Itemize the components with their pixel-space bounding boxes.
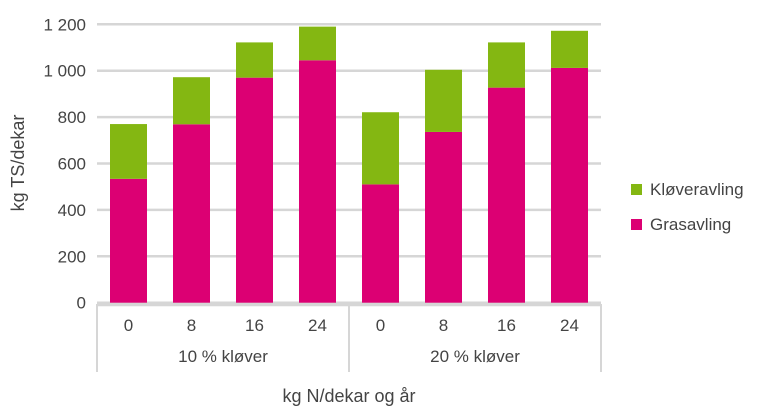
x-tick-label: 16 bbox=[497, 316, 516, 335]
bar-kløveravling bbox=[551, 30, 588, 68]
legend-label: Grasavling bbox=[650, 215, 731, 234]
bar-grasavling bbox=[173, 124, 210, 303]
bar-kløveravling bbox=[425, 69, 462, 132]
x-tick-label: 0 bbox=[124, 316, 133, 335]
x-tick-label: 16 bbox=[245, 316, 264, 335]
x-tick-label: 8 bbox=[439, 316, 448, 335]
bar-grasavling bbox=[362, 184, 399, 303]
bar-kløveravling bbox=[362, 112, 399, 185]
y-tick-label: 400 bbox=[58, 201, 86, 220]
bar-grasavling bbox=[551, 67, 588, 303]
legend-swatch bbox=[631, 219, 642, 230]
bar-grasavling bbox=[236, 77, 273, 303]
bar-kløveravling bbox=[110, 124, 147, 179]
bar-kløveravling bbox=[488, 42, 525, 88]
x-axis-title: kg N/dekar og år bbox=[282, 386, 415, 406]
y-tick-label: 1 000 bbox=[43, 62, 86, 81]
y-tick-label: 800 bbox=[58, 108, 86, 127]
bar-grasavling bbox=[425, 131, 462, 303]
x-tick-label: 0 bbox=[376, 316, 385, 335]
bar-kløveravling bbox=[236, 42, 273, 78]
bar-grasavling bbox=[488, 87, 525, 303]
y-tick-label: 200 bbox=[58, 247, 86, 266]
bar-grasavling bbox=[299, 60, 336, 303]
bar-kløveravling bbox=[173, 77, 210, 125]
x-tick-label: 24 bbox=[308, 316, 327, 335]
y-axis-title: kg TS/dekar bbox=[8, 115, 28, 212]
x-tick-label: 24 bbox=[560, 316, 579, 335]
y-tick-label: 0 bbox=[77, 294, 86, 313]
bar-kløveravling bbox=[299, 26, 336, 61]
y-tick-label: 600 bbox=[58, 155, 86, 174]
x-tick-label: 8 bbox=[187, 316, 196, 335]
legend-swatch bbox=[631, 184, 642, 195]
legend-label: Kløveravling bbox=[650, 180, 744, 199]
y-tick-label: 1 200 bbox=[43, 15, 86, 34]
group-label: 20 % kløver bbox=[430, 347, 520, 366]
bar-grasavling bbox=[110, 178, 147, 303]
group-label: 10 % kløver bbox=[178, 347, 268, 366]
